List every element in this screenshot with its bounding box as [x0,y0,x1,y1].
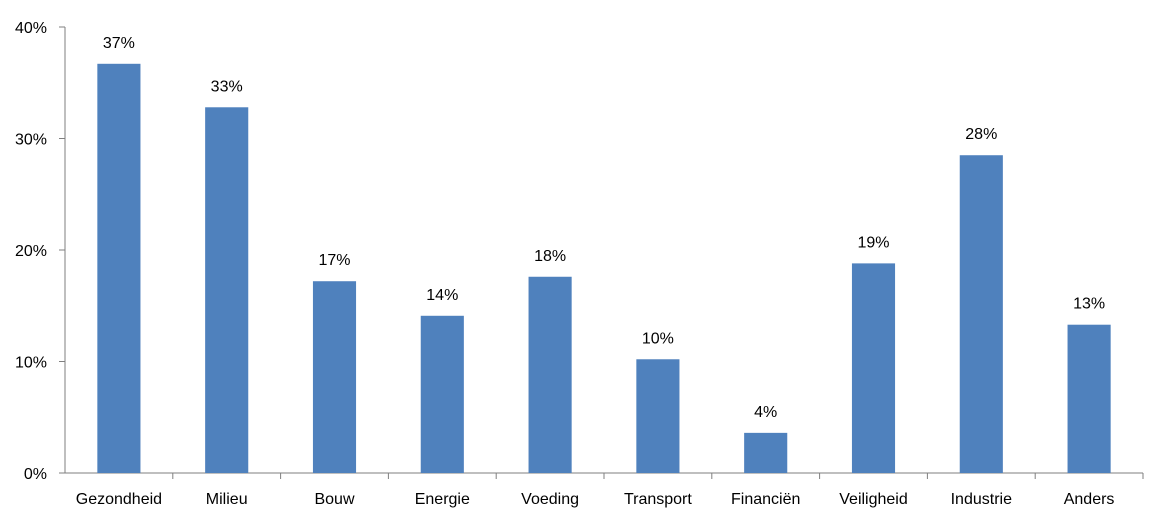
x-category-label: Financiën [731,491,800,508]
x-category-label: Transport [624,491,692,508]
data-label: 4% [754,404,777,421]
x-category-label: Energie [415,491,470,508]
x-category-label: Bouw [314,491,354,508]
data-label: 28% [965,126,997,143]
data-label: 14% [426,287,458,304]
x-category-label: Voeding [521,491,579,508]
bar [205,107,249,473]
x-category-label: Industrie [951,491,1012,508]
y-tick-label: 0% [24,466,47,483]
bar [97,63,141,474]
bar [528,276,572,473]
data-label: 33% [211,78,243,95]
y-tick-label: 30% [15,132,47,149]
data-label: 19% [857,234,889,251]
bar [959,155,1003,473]
bar [312,281,357,473]
bars [97,63,1111,474]
x-category-label: Veiligheid [839,491,908,508]
bar [1067,324,1111,473]
x-category-label: Milieu [206,491,248,508]
data-label: 37% [103,35,135,52]
data-label: 17% [318,252,350,269]
bar [420,315,464,473]
x-axis-labels: Gezondheid Milieu Bouw Energie Voeding Transp… [76,473,1144,508]
y-tick-label: 40% [15,20,47,37]
x-category-label: Gezondheid [76,491,162,508]
data-labels: 37% 33% 17% 14% 18% 10% 4% 19% 28% 13% [103,35,1105,421]
y-tick-label: 10% [15,355,47,372]
bar [636,359,680,473]
x-category-label: Anders [1064,491,1115,508]
data-label: 13% [1073,296,1105,313]
bar [851,263,896,473]
data-label: 10% [642,330,674,347]
bar [744,432,788,473]
y-axis-ticks: 0% 10% 20% 30% 40% [15,20,65,483]
y-tick-label: 20% [15,243,47,260]
data-label: 18% [534,248,566,265]
